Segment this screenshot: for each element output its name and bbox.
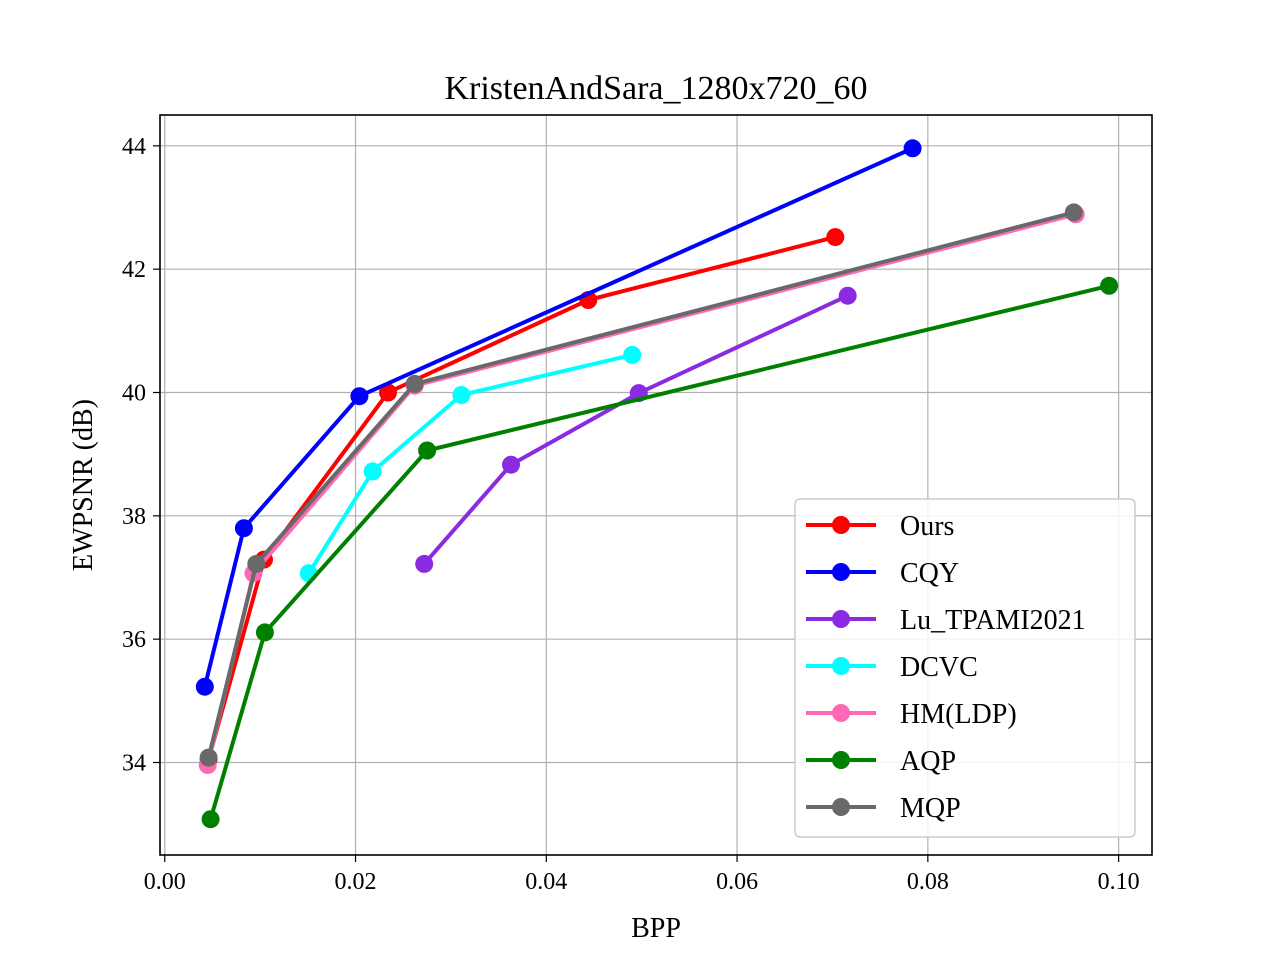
x-tick-label: 0.10 xyxy=(1098,869,1140,895)
data-point-dcvc xyxy=(363,462,382,481)
y-tick-label: 44 xyxy=(122,134,146,160)
data-point-aqp xyxy=(1100,276,1119,295)
series-line-cqy xyxy=(202,146,914,688)
data-point-aqp xyxy=(418,441,437,460)
y-tick-label: 40 xyxy=(122,381,146,407)
data-point-cqy xyxy=(195,677,214,696)
series-line-dcvc xyxy=(307,352,633,575)
legend-swatch-marker xyxy=(832,516,850,534)
legend-swatch-marker xyxy=(832,610,850,628)
data-point-ours xyxy=(379,383,397,402)
data-point-mqp xyxy=(199,748,218,767)
legend-label: Lu_TPAMI2021 xyxy=(900,605,1086,636)
series-line-lu-tpami2021 xyxy=(422,293,849,566)
y-tick-label: 34 xyxy=(122,751,146,777)
legend-label: MQP xyxy=(900,793,961,824)
legend-item-mqp: MQP xyxy=(806,793,961,824)
data-point-mqp xyxy=(405,374,424,393)
x-axis-label: BPP xyxy=(631,913,681,944)
data-point-cqy xyxy=(903,139,922,158)
data-point-mqp xyxy=(1064,203,1083,222)
legend-item-dcvc: DCVC xyxy=(806,652,978,683)
y-tick-label: 42 xyxy=(122,257,146,283)
data-point-mqp xyxy=(247,554,266,573)
x-tick-label: 0.00 xyxy=(144,869,186,895)
legend-swatch-marker xyxy=(832,798,850,816)
legend-label: AQP xyxy=(900,746,956,777)
axis-ticks: 0.00 0.02 0.04 0.06 0.08 0.10 34 36 38 40 42 44 xyxy=(122,134,1140,895)
legend: Ours CQY Lu_TPAMI2021 DCVC HM(LDP) AQP MQP xyxy=(794,498,1136,838)
x-tick-label: 0.02 xyxy=(335,869,377,895)
series-mqp xyxy=(199,203,1083,767)
series-layer xyxy=(195,139,1119,829)
series-cqy xyxy=(195,139,922,696)
data-point-aqp xyxy=(201,810,220,829)
legend-item-lu-tpami2021: Lu_TPAMI2021 xyxy=(806,605,1086,636)
data-point-lu-tpami2021 xyxy=(838,286,857,305)
data-point-lu-tpami2021 xyxy=(502,455,520,474)
legend-frame xyxy=(794,498,1136,838)
data-point-aqp xyxy=(255,623,274,642)
y-tick-label: 38 xyxy=(122,504,146,530)
legend-item-aqp: AQP xyxy=(806,746,956,777)
x-tick-label: 0.06 xyxy=(716,869,758,895)
legend-label: CQY xyxy=(900,558,959,589)
y-axis-label: EWPSNR (dB) xyxy=(68,399,99,571)
plot-frame xyxy=(159,114,1153,856)
data-point-cqy xyxy=(350,387,369,406)
data-point-dcvc xyxy=(452,386,471,404)
x-tick-label: 0.04 xyxy=(525,869,567,895)
data-point-ours xyxy=(826,228,845,247)
series-line-aqp xyxy=(208,283,1110,820)
legend-item-cqy: CQY xyxy=(806,558,959,589)
x-tick-label: 0.08 xyxy=(907,869,949,895)
data-point-cqy xyxy=(234,519,253,538)
legend-label: DCVC xyxy=(900,652,978,683)
legend-swatch-marker xyxy=(832,751,850,769)
legend-label: Ours xyxy=(900,511,954,542)
legend-label: HM(LDP) xyxy=(900,699,1017,730)
legend-swatch-marker xyxy=(832,657,850,675)
legend-item-hm-ldp: HM(LDP) xyxy=(806,699,1017,730)
series-line-mqp xyxy=(206,210,1075,759)
y-tick-label: 36 xyxy=(122,627,146,653)
series-aqp xyxy=(201,276,1119,829)
data-point-dcvc xyxy=(623,345,642,364)
legend-swatch-marker xyxy=(832,704,850,722)
data-point-lu-tpami2021 xyxy=(415,554,434,573)
chart-title: KristenAndSara_1280x720_60 xyxy=(444,70,867,107)
legend-swatch-marker xyxy=(832,563,850,581)
legend-item-ours: Ours xyxy=(806,511,954,542)
